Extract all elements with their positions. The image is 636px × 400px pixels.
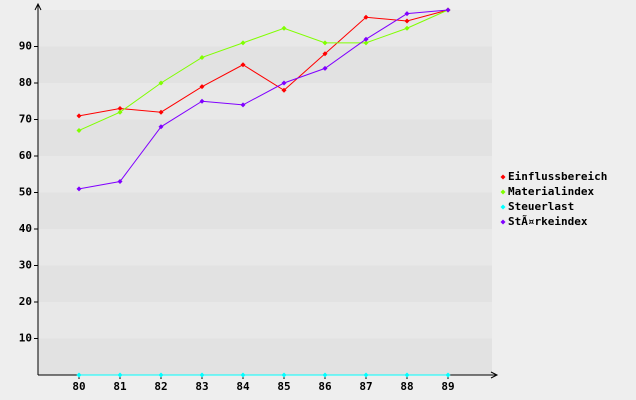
data-point: [158, 80, 164, 86]
data-point: [445, 7, 451, 13]
y-tick-label: 20: [19, 295, 32, 308]
data-point: [240, 102, 246, 108]
data-point: [76, 113, 82, 119]
y-tick-label: 10: [19, 332, 32, 345]
grid-band: [38, 83, 492, 120]
x-tick-label: 81: [113, 380, 127, 393]
data-point: [117, 106, 123, 112]
grid-band: [38, 302, 492, 339]
x-tick-label: 87: [359, 380, 372, 393]
series-line: [78, 9, 449, 131]
legend-marker: [500, 219, 506, 225]
grid-band: [38, 156, 492, 193]
y-tick-label: 50: [19, 186, 32, 199]
data-point: [363, 36, 369, 42]
data-point: [240, 62, 246, 68]
y-tick-label: 30: [19, 259, 32, 272]
legend-label: Steuerlast: [508, 200, 574, 213]
grid-band: [38, 10, 492, 47]
data-point: [363, 40, 369, 46]
data-point: [404, 18, 410, 24]
data-point: [76, 186, 82, 192]
x-tick-label: 89: [441, 380, 454, 393]
y-tick-label: 80: [19, 76, 32, 89]
data-point: [199, 98, 205, 104]
data-point: [117, 109, 123, 115]
series-line: [78, 9, 449, 190]
y-tick-label: 70: [19, 113, 32, 126]
data-point: [240, 40, 246, 46]
x-tick-label: 84: [236, 380, 250, 393]
data-point: [117, 372, 123, 378]
data-point: [76, 127, 82, 133]
legend-marker: [500, 189, 506, 195]
legend-marker: [500, 204, 506, 210]
data-point: [363, 372, 369, 378]
legend-label: StÃ¤rkeindex: [508, 215, 588, 228]
x-axis-arrow: [490, 371, 499, 379]
data-point: [322, 51, 328, 57]
data-point: [158, 372, 164, 378]
data-point: [240, 372, 246, 378]
data-point: [281, 25, 287, 31]
data-point: [281, 80, 287, 86]
grid-band: [38, 46, 492, 83]
x-tick-label: 80: [72, 380, 85, 393]
data-point: [322, 65, 328, 71]
x-tick-label: 83: [195, 380, 208, 393]
data-point: [158, 124, 164, 130]
y-axis-arrow: [34, 2, 42, 11]
grid-band: [38, 265, 492, 302]
data-point: [445, 372, 451, 378]
legend-label: Materialindex: [508, 185, 594, 198]
y-tick-label: 40: [19, 222, 32, 235]
plot-band: [38, 338, 492, 375]
x-tick-label: 88: [400, 380, 413, 393]
data-point: [117, 179, 123, 185]
data-point: [76, 372, 82, 378]
grid-band: [38, 229, 492, 266]
grid-band: [38, 192, 492, 229]
data-point: [404, 372, 410, 378]
data-point: [199, 372, 205, 378]
y-tick-label: 90: [19, 40, 32, 53]
data-point: [363, 14, 369, 20]
grid-band: [38, 119, 492, 156]
legend-label: Einflussbereich: [508, 170, 607, 183]
data-point: [322, 372, 328, 378]
data-point: [281, 372, 287, 378]
data-point: [199, 54, 205, 60]
data-point: [281, 87, 287, 93]
legend-marker: [500, 174, 506, 180]
x-tick-label: 85: [277, 380, 290, 393]
y-tick-label: 60: [19, 149, 32, 162]
x-tick-label: 82: [154, 380, 167, 393]
data-point: [322, 40, 328, 46]
series-line: [78, 9, 449, 117]
data-point: [199, 84, 205, 90]
data-point: [404, 11, 410, 17]
data-point: [404, 25, 410, 31]
x-tick-label: 86: [318, 380, 332, 393]
data-point: [158, 109, 164, 115]
